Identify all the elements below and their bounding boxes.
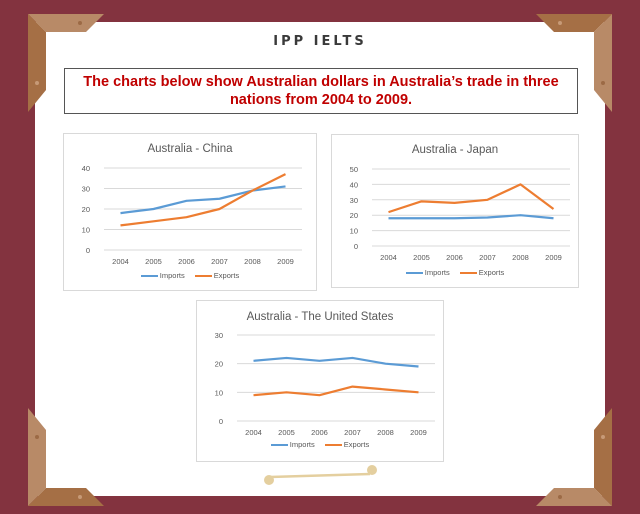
x-tick-label: 2009 bbox=[277, 257, 294, 266]
x-tick-label: 2007 bbox=[479, 253, 496, 262]
brand-title: IPP IELTS bbox=[273, 34, 367, 49]
exports-line-swatch bbox=[194, 274, 212, 277]
y-tick-label: 20 bbox=[350, 211, 358, 220]
series-line-exports bbox=[120, 173, 286, 227]
line-plot: 0 10 20 30 2004 2005 2006 2007 2008 2009 bbox=[215, 331, 435, 437]
legend-item-exports: Exports bbox=[459, 268, 505, 277]
x-tick-label: 2009 bbox=[410, 428, 427, 437]
x-tick-label: 2004 bbox=[380, 253, 397, 262]
y-tick-label: 20 bbox=[215, 360, 223, 369]
x-tick-label: 2005 bbox=[278, 428, 295, 437]
x-tick-label: 2007 bbox=[344, 428, 361, 437]
series-line-imports bbox=[253, 356, 419, 368]
legend-item-exports: Exports bbox=[194, 271, 240, 280]
x-tick-label: 2006 bbox=[178, 257, 195, 266]
legend-label: Imports bbox=[159, 271, 185, 280]
x-tick-label: 2008 bbox=[377, 428, 394, 437]
chart-legend: Imports Exports bbox=[197, 440, 443, 449]
task-prompt: The charts below show Australian dollars… bbox=[64, 68, 578, 114]
y-tick-label: 10 bbox=[215, 388, 223, 397]
y-tick-label: 0 bbox=[219, 417, 223, 426]
legend-item-imports: Imports bbox=[140, 271, 185, 280]
y-tick-label: 10 bbox=[82, 226, 90, 235]
chart-title: Australia - The United States bbox=[246, 311, 394, 323]
x-tick-label: 2008 bbox=[244, 257, 261, 266]
x-tick-label: 2004 bbox=[112, 257, 129, 266]
series-line-exports bbox=[388, 183, 555, 214]
chart-legend: Imports Exports bbox=[64, 271, 316, 280]
line-plot: 0 10 20 30 40 50 2004 2005 2006 2007 2008 2009 bbox=[350, 165, 570, 262]
chart-legend: Imports Exports bbox=[332, 268, 578, 277]
corner-ornament-bottom-left bbox=[28, 408, 104, 506]
y-tick-label: 30 bbox=[82, 185, 90, 194]
chart-australia-united-states: Australia - The United States 0 10 20 30 200… bbox=[196, 300, 444, 462]
y-tick-label: 10 bbox=[350, 227, 358, 236]
y-tick-label: 40 bbox=[350, 180, 358, 189]
y-tick-label: 0 bbox=[354, 242, 358, 251]
series-line-imports bbox=[120, 185, 286, 215]
x-tick-label: 2004 bbox=[245, 428, 262, 437]
chart-title: Australia - Japan bbox=[411, 144, 499, 156]
corner-ornament-top-right bbox=[536, 14, 612, 112]
x-tick-label: 2005 bbox=[413, 253, 430, 262]
chart-australia-japan: Australia - Japan 0 10 20 30 40 50 2004 2005 200… bbox=[331, 134, 579, 288]
y-tick-label: 20 bbox=[82, 205, 90, 214]
series-line-exports bbox=[253, 385, 419, 397]
x-tick-label: 2008 bbox=[512, 253, 529, 262]
imports-line-swatch bbox=[405, 271, 423, 274]
corner-ornament-bottom-right bbox=[536, 408, 612, 506]
y-tick-label: 30 bbox=[350, 196, 358, 205]
y-tick-label: 0 bbox=[86, 246, 90, 255]
legend-label: Imports bbox=[424, 268, 450, 277]
y-tick-label: 30 bbox=[215, 331, 223, 340]
x-tick-label: 2006 bbox=[311, 428, 328, 437]
x-tick-label: 2005 bbox=[145, 257, 162, 266]
imports-line-swatch bbox=[270, 443, 288, 446]
legend-label: Exports bbox=[478, 268, 505, 277]
legend-item-imports: Imports bbox=[405, 268, 450, 277]
corner-ornament-top-left bbox=[28, 14, 104, 112]
exports-line-swatch bbox=[459, 271, 477, 274]
series-line-imports bbox=[388, 214, 554, 220]
x-tick-label: 2007 bbox=[211, 257, 228, 266]
legend-label: Exports bbox=[343, 440, 370, 449]
exports-line-swatch bbox=[324, 443, 342, 446]
scroll-divider-ornament bbox=[264, 465, 377, 485]
y-tick-label: 50 bbox=[350, 165, 358, 174]
x-tick-label: 2009 bbox=[545, 253, 562, 262]
line-plot: 0 10 20 30 40 2004 2005 2006 2007 2008 2009 bbox=[82, 164, 302, 266]
legend-label: Imports bbox=[289, 440, 315, 449]
chart-australia-china: Australia - China 0 10 20 30 40 2004 2005 2006 2… bbox=[63, 133, 317, 291]
imports-line-swatch bbox=[140, 274, 158, 277]
chart-title: Australia - China bbox=[147, 143, 233, 155]
y-tick-label: 40 bbox=[82, 164, 90, 173]
legend-item-exports: Exports bbox=[324, 440, 370, 449]
legend-label: Exports bbox=[213, 271, 240, 280]
legend-item-imports: Imports bbox=[270, 440, 315, 449]
x-tick-label: 2006 bbox=[446, 253, 463, 262]
